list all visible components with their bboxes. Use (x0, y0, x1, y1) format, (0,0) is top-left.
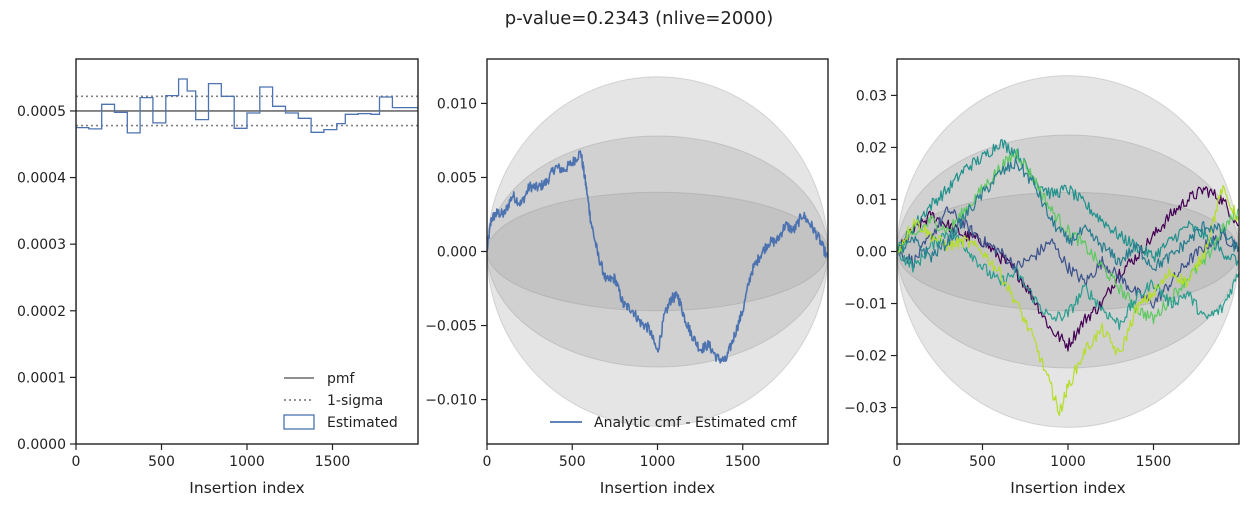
y-tick-label: 0.0002 (17, 304, 66, 320)
y-tick-label: 0.00 (856, 245, 887, 261)
x-tick-label: 500 (148, 454, 175, 470)
legend-label: Analytic cmf - Estimated cmf (594, 415, 797, 431)
legend: Analytic cmf - Estimated cmf (550, 415, 797, 431)
y-tick-label: 0.02 (856, 140, 887, 156)
series-line-7 (897, 157, 1239, 272)
legend-swatch (283, 414, 315, 430)
series-line (487, 150, 828, 364)
panel-cmf-difference: 0 500 1000 1500 −0.010 −0.005 0.000 0.005 0.010 A… (425, 58, 829, 497)
legend-label: Estimated (327, 415, 398, 431)
x-axis-label: Insertion index (600, 479, 715, 497)
series-group (897, 139, 1239, 416)
y-tick-label: −0.02 (844, 349, 887, 365)
series-line-6 (897, 185, 1239, 416)
y-tick-label: 0.0000 (17, 437, 66, 453)
series-line-4 (897, 148, 1239, 325)
histogram-step (76, 78, 418, 444)
axes-frame (486, 58, 829, 445)
y-tick-label: −0.005 (425, 319, 477, 335)
x-tick-label: 1500 (725, 454, 761, 470)
legend: pmf 1-sigma Estimated (283, 371, 398, 431)
sigma-band-2 (487, 135, 828, 368)
panel-cmf-difference-runs: 0 500 1000 1500 −0.03 −0.02 −0.01 0.00 0.01 0.02 0… (844, 58, 1240, 497)
series-group (487, 150, 828, 364)
x-axis-label: Insertion index (189, 479, 304, 497)
series-line-3 (897, 139, 1239, 266)
plot-area: 0 500 1000 1500 0.0000 0.0001 0.0002 0.0003 0.00… (17, 58, 419, 470)
x-tick-label: 500 (969, 454, 996, 470)
y-tick-label: 0.01 (856, 192, 887, 208)
sigma-band-1 (487, 191, 828, 312)
axes-frame (896, 58, 1240, 445)
x-tick-label: 1000 (640, 454, 676, 470)
y-tick-label: −0.01 (844, 297, 887, 313)
x-tick-label: 1000 (229, 454, 265, 470)
sigma-bands (897, 75, 1239, 428)
legend-label: pmf (327, 371, 356, 387)
x-axis-label: Insertion index (1010, 479, 1125, 497)
sigma-band-3 (897, 75, 1239, 428)
x-tick-label: 1500 (1136, 454, 1172, 470)
sigma-bands (487, 76, 828, 427)
axes-frame (75, 58, 419, 445)
y-tick-label: −0.010 (425, 393, 477, 409)
plot-area: 0 500 1000 1500 −0.03 −0.02 −0.01 0.00 0.01 0.02 0… (844, 58, 1240, 470)
plot-content (76, 78, 418, 444)
y-tick-label: 0.03 (856, 88, 887, 104)
panel-pmf-histogram: 0 500 1000 1500 0.0000 0.0001 0.0002 0.0003 0.00… (17, 58, 419, 497)
y-tick-label: 0.000 (437, 245, 477, 261)
plot-area: 0 500 1000 1500 −0.010 −0.005 0.000 0.005 0.010 A… (425, 58, 829, 470)
y-tick-label: 0.0004 (17, 171, 66, 187)
x-tick-label: 500 (559, 454, 586, 470)
y-tick-label: 0.005 (437, 170, 477, 186)
x-tick-label: 0 (483, 454, 492, 470)
y-tick-label: 0.0001 (17, 370, 66, 386)
y-tick-label: −0.03 (844, 401, 887, 417)
x-tick-label: 1500 (315, 454, 351, 470)
x-tick-label: 1000 (1050, 454, 1086, 470)
y-tick-label: 0.0003 (17, 237, 66, 253)
y-tick-label: 0.010 (437, 96, 477, 112)
legend-label: 1-sigma (327, 393, 383, 409)
x-tick-label: 0 (893, 454, 902, 470)
x-tick-label: 0 (72, 454, 81, 470)
figure-title: p-value=0.2343 (nlive=2000) (505, 8, 773, 29)
y-tick-label: 0.0005 (17, 104, 66, 120)
series-line-2 (897, 206, 1239, 309)
